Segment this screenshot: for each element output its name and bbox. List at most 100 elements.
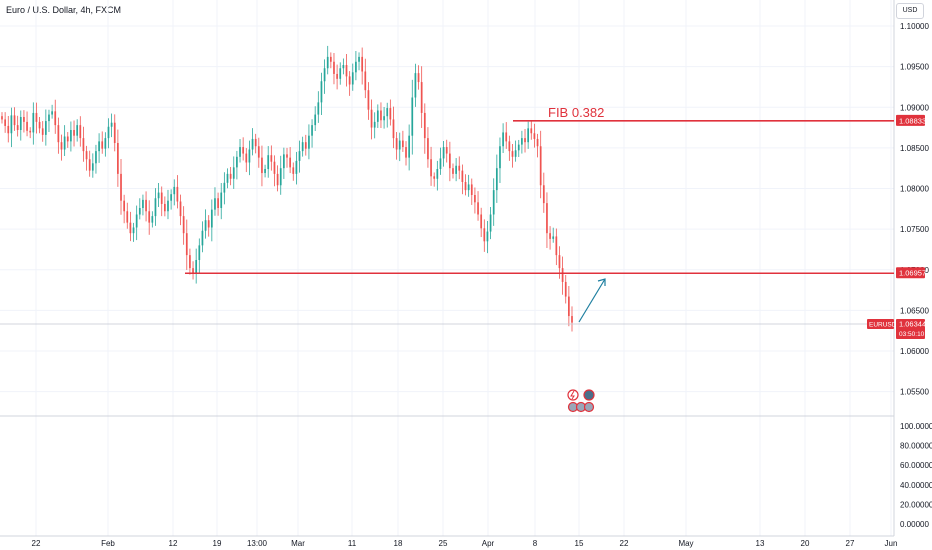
price-axis[interactable]: 1.10000 1.09500 1.09000 1.08500 1.08000 1.075…	[900, 22, 929, 397]
price-tick-label: 1.08000	[900, 185, 929, 194]
candle-body	[41, 128, 44, 135]
candle-body	[185, 233, 188, 256]
candle	[110, 113, 113, 138]
last-price-value: 1.06344	[899, 320, 926, 329]
time-tick-label: 13	[756, 539, 765, 548]
candle	[142, 194, 144, 216]
candle-body	[351, 72, 354, 85]
candle	[533, 123, 536, 148]
indicator-tick-label: 20.00000	[900, 500, 932, 509]
candle-body	[389, 108, 392, 120]
candle	[26, 111, 28, 137]
price-tick-label: 1.06000	[900, 347, 929, 356]
candle-body	[464, 182, 467, 191]
candle-body	[301, 142, 304, 152]
candle-body	[477, 202, 479, 215]
candle	[176, 175, 179, 209]
level-price-badge-text: 1.06957	[899, 269, 926, 278]
candle	[320, 72, 323, 115]
candle	[470, 178, 473, 205]
candle-body	[452, 168, 454, 174]
candle	[423, 103, 426, 154]
candle-body	[383, 116, 385, 121]
candle	[445, 139, 448, 163]
candle	[367, 82, 370, 120]
lightning-event-icon[interactable]	[567, 389, 579, 401]
candle-body	[408, 135, 411, 158]
candle-body	[370, 109, 373, 128]
time-axis[interactable]: 22 Feb 12 19 13:00 Mar 11 18 25 Apr 8 15 22 May 13 20 27…	[32, 539, 898, 548]
candle	[405, 141, 407, 166]
candle	[361, 47, 364, 85]
candle	[66, 132, 69, 148]
candle-body	[254, 138, 257, 147]
candle	[333, 53, 335, 85]
candle-body	[170, 194, 172, 201]
candle	[267, 146, 270, 178]
candle	[60, 134, 63, 161]
indicator-axis[interactable]: 100.00000 80.00000 60.00000 40.00000 20.0000…	[900, 422, 932, 529]
candle-body	[304, 142, 307, 149]
candle	[210, 199, 213, 242]
candle	[179, 194, 182, 226]
candle-body	[295, 160, 298, 174]
price-tick-label: 1.09000	[900, 103, 929, 112]
candles	[1, 45, 573, 332]
candle	[38, 117, 41, 134]
candle-body	[129, 222, 132, 234]
time-tick-label: Feb	[101, 539, 115, 548]
candle-body	[279, 168, 282, 186]
candle	[276, 165, 279, 192]
candle	[1, 112, 3, 124]
candle-body	[286, 154, 288, 158]
candle	[82, 126, 85, 162]
candle	[29, 127, 32, 139]
candle	[411, 79, 414, 155]
grid	[0, 0, 894, 536]
candle	[414, 63, 417, 107]
projection-arrow-line	[578, 278, 606, 323]
candle-body	[533, 133, 536, 139]
candle-body	[386, 108, 389, 117]
candle	[536, 133, 539, 158]
candle	[232, 156, 235, 189]
indicator-tick-label: 0.00000	[900, 520, 929, 529]
candle-body	[402, 140, 404, 148]
currency-button[interactable]: USD	[896, 3, 924, 19]
last-price-badge	[896, 319, 925, 339]
candle	[220, 183, 223, 220]
candle	[499, 137, 501, 184]
candle-body	[542, 185, 545, 204]
candle-body	[189, 255, 191, 269]
candle	[95, 144, 97, 174]
earnings-event-icon[interactable]	[583, 389, 595, 401]
candle-body	[555, 236, 558, 256]
event-markers[interactable]	[567, 389, 595, 413]
candle	[355, 50, 357, 81]
candle-body	[342, 65, 345, 69]
us-flag-event-icon[interactable]	[583, 401, 595, 413]
candle	[167, 189, 169, 220]
candle-body	[527, 128, 530, 143]
candle	[311, 119, 313, 148]
candle-body	[192, 268, 194, 273]
candle	[530, 121, 533, 140]
candle-body	[364, 71, 367, 91]
candle	[402, 130, 404, 152]
candle	[430, 146, 432, 186]
candle	[254, 133, 257, 154]
candle	[123, 194, 126, 224]
candle-body	[35, 112, 38, 122]
price-tick-label: 1.06500	[900, 306, 929, 315]
candle	[461, 164, 464, 195]
candle-body	[514, 150, 517, 157]
candle-body	[76, 125, 79, 136]
candle	[88, 150, 91, 177]
indicator-tick-label: 80.00000	[900, 442, 932, 451]
symbol-badge	[867, 319, 894, 329]
fib-level-label: FIB 0.382	[548, 105, 604, 120]
candle	[542, 172, 545, 213]
candle	[207, 215, 210, 237]
candle-body	[113, 122, 116, 143]
